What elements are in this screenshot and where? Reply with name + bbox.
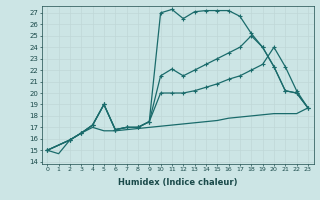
X-axis label: Humidex (Indice chaleur): Humidex (Indice chaleur) [118, 178, 237, 187]
